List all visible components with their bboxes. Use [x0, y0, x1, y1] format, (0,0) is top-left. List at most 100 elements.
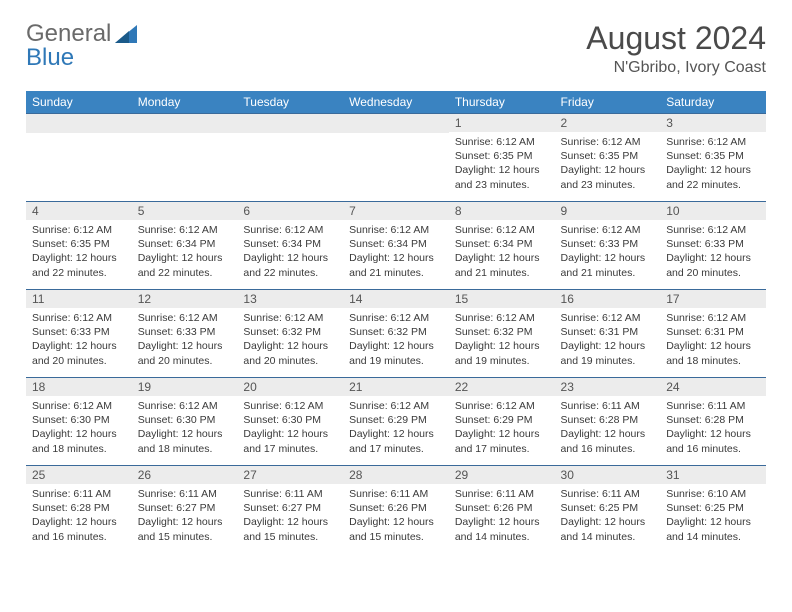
calendar-day-cell: 25Sunrise: 6:11 AMSunset: 6:28 PMDayligh…: [26, 466, 132, 554]
calendar-day-cell: [343, 114, 449, 202]
title-block: August 2024 N'Gbribo, Ivory Coast: [586, 20, 766, 77]
day-number: 5: [132, 202, 238, 220]
calendar-week-row: 1Sunrise: 6:12 AMSunset: 6:35 PMDaylight…: [26, 114, 766, 202]
day-number: 2: [555, 114, 661, 132]
calendar-day-cell: 27Sunrise: 6:11 AMSunset: 6:27 PMDayligh…: [237, 466, 343, 554]
day-number: 27: [237, 466, 343, 484]
calendar-day-cell: 24Sunrise: 6:11 AMSunset: 6:28 PMDayligh…: [660, 378, 766, 466]
calendar-day-cell: 15Sunrise: 6:12 AMSunset: 6:32 PMDayligh…: [449, 290, 555, 378]
day-header: Monday: [132, 91, 238, 114]
day-details: Sunrise: 6:10 AMSunset: 6:25 PMDaylight:…: [660, 484, 766, 547]
day-details: Sunrise: 6:12 AMSunset: 6:34 PMDaylight:…: [449, 220, 555, 283]
day-header: Tuesday: [237, 91, 343, 114]
day-number: 26: [132, 466, 238, 484]
day-details: Sunrise: 6:12 AMSunset: 6:31 PMDaylight:…: [660, 308, 766, 371]
day-details: Sunrise: 6:12 AMSunset: 6:32 PMDaylight:…: [449, 308, 555, 371]
day-number: 21: [343, 378, 449, 396]
calendar-day-cell: 28Sunrise: 6:11 AMSunset: 6:26 PMDayligh…: [343, 466, 449, 554]
calendar-week-row: 25Sunrise: 6:11 AMSunset: 6:28 PMDayligh…: [26, 466, 766, 554]
calendar-day-cell: 12Sunrise: 6:12 AMSunset: 6:33 PMDayligh…: [132, 290, 238, 378]
day-number: 7: [343, 202, 449, 220]
day-number: 18: [26, 378, 132, 396]
empty-day: [343, 114, 449, 133]
day-header: Sunday: [26, 91, 132, 114]
day-details: Sunrise: 6:11 AMSunset: 6:28 PMDaylight:…: [555, 396, 661, 459]
day-details: Sunrise: 6:11 AMSunset: 6:26 PMDaylight:…: [449, 484, 555, 547]
day-number: 16: [555, 290, 661, 308]
day-details: Sunrise: 6:12 AMSunset: 6:29 PMDaylight:…: [343, 396, 449, 459]
day-number: 12: [132, 290, 238, 308]
calendar-day-cell: 9Sunrise: 6:12 AMSunset: 6:33 PMDaylight…: [555, 202, 661, 290]
day-details: Sunrise: 6:12 AMSunset: 6:33 PMDaylight:…: [660, 220, 766, 283]
calendar-day-cell: [237, 114, 343, 202]
day-details: Sunrise: 6:12 AMSunset: 6:30 PMDaylight:…: [26, 396, 132, 459]
day-details: Sunrise: 6:12 AMSunset: 6:34 PMDaylight:…: [132, 220, 238, 283]
empty-day: [132, 114, 238, 133]
calendar-day-cell: 14Sunrise: 6:12 AMSunset: 6:32 PMDayligh…: [343, 290, 449, 378]
day-header-row: SundayMondayTuesdayWednesdayThursdayFrid…: [26, 91, 766, 114]
day-number: 15: [449, 290, 555, 308]
calendar-day-cell: 10Sunrise: 6:12 AMSunset: 6:33 PMDayligh…: [660, 202, 766, 290]
day-details: Sunrise: 6:11 AMSunset: 6:28 PMDaylight:…: [26, 484, 132, 547]
day-number: 13: [237, 290, 343, 308]
day-details: Sunrise: 6:12 AMSunset: 6:29 PMDaylight:…: [449, 396, 555, 459]
day-number: 30: [555, 466, 661, 484]
day-number: 6: [237, 202, 343, 220]
day-details: Sunrise: 6:12 AMSunset: 6:30 PMDaylight:…: [132, 396, 238, 459]
day-details: Sunrise: 6:12 AMSunset: 6:34 PMDaylight:…: [237, 220, 343, 283]
calendar-day-cell: 7Sunrise: 6:12 AMSunset: 6:34 PMDaylight…: [343, 202, 449, 290]
calendar-week-row: 4Sunrise: 6:12 AMSunset: 6:35 PMDaylight…: [26, 202, 766, 290]
calendar-day-cell: 1Sunrise: 6:12 AMSunset: 6:35 PMDaylight…: [449, 114, 555, 202]
calendar-day-cell: 17Sunrise: 6:12 AMSunset: 6:31 PMDayligh…: [660, 290, 766, 378]
calendar-day-cell: 13Sunrise: 6:12 AMSunset: 6:32 PMDayligh…: [237, 290, 343, 378]
calendar-body: 1Sunrise: 6:12 AMSunset: 6:35 PMDaylight…: [26, 114, 766, 554]
day-number: 29: [449, 466, 555, 484]
day-number: 24: [660, 378, 766, 396]
day-header: Wednesday: [343, 91, 449, 114]
day-details: Sunrise: 6:12 AMSunset: 6:32 PMDaylight:…: [343, 308, 449, 371]
day-details: Sunrise: 6:12 AMSunset: 6:35 PMDaylight:…: [26, 220, 132, 283]
day-header: Friday: [555, 91, 661, 114]
calendar-day-cell: 29Sunrise: 6:11 AMSunset: 6:26 PMDayligh…: [449, 466, 555, 554]
calendar-day-cell: 3Sunrise: 6:12 AMSunset: 6:35 PMDaylight…: [660, 114, 766, 202]
day-number: 20: [237, 378, 343, 396]
day-number: 14: [343, 290, 449, 308]
day-details: Sunrise: 6:11 AMSunset: 6:27 PMDaylight:…: [237, 484, 343, 547]
calendar-day-cell: 4Sunrise: 6:12 AMSunset: 6:35 PMDaylight…: [26, 202, 132, 290]
calendar-table: SundayMondayTuesdayWednesdayThursdayFrid…: [26, 91, 766, 554]
logo-blue-row: General Blue: [26, 44, 111, 72]
calendar-day-cell: 6Sunrise: 6:12 AMSunset: 6:34 PMDaylight…: [237, 202, 343, 290]
day-details: Sunrise: 6:12 AMSunset: 6:33 PMDaylight:…: [132, 308, 238, 371]
day-details: Sunrise: 6:12 AMSunset: 6:35 PMDaylight:…: [660, 132, 766, 195]
day-number: 4: [26, 202, 132, 220]
day-details: Sunrise: 6:12 AMSunset: 6:33 PMDaylight:…: [26, 308, 132, 371]
day-number: 11: [26, 290, 132, 308]
day-header: Saturday: [660, 91, 766, 114]
calendar-day-cell: [26, 114, 132, 202]
month-title: August 2024: [586, 20, 766, 57]
calendar-day-cell: 16Sunrise: 6:12 AMSunset: 6:31 PMDayligh…: [555, 290, 661, 378]
day-details: Sunrise: 6:12 AMSunset: 6:33 PMDaylight:…: [555, 220, 661, 283]
empty-day: [26, 114, 132, 133]
calendar-day-cell: 18Sunrise: 6:12 AMSunset: 6:30 PMDayligh…: [26, 378, 132, 466]
day-details: Sunrise: 6:11 AMSunset: 6:28 PMDaylight:…: [660, 396, 766, 459]
calendar-day-cell: 5Sunrise: 6:12 AMSunset: 6:34 PMDaylight…: [132, 202, 238, 290]
day-details: Sunrise: 6:12 AMSunset: 6:35 PMDaylight:…: [555, 132, 661, 195]
day-number: 22: [449, 378, 555, 396]
logo-text-blue: Blue: [26, 44, 74, 72]
day-details: Sunrise: 6:11 AMSunset: 6:27 PMDaylight:…: [132, 484, 238, 547]
day-details: Sunrise: 6:12 AMSunset: 6:31 PMDaylight:…: [555, 308, 661, 371]
day-details: Sunrise: 6:12 AMSunset: 6:30 PMDaylight:…: [237, 396, 343, 459]
day-number: 8: [449, 202, 555, 220]
day-number: 31: [660, 466, 766, 484]
day-number: 23: [555, 378, 661, 396]
calendar-day-cell: 8Sunrise: 6:12 AMSunset: 6:34 PMDaylight…: [449, 202, 555, 290]
day-number: 17: [660, 290, 766, 308]
calendar-week-row: 11Sunrise: 6:12 AMSunset: 6:33 PMDayligh…: [26, 290, 766, 378]
header: General August 2024 N'Gbribo, Ivory Coas…: [26, 20, 766, 77]
day-details: Sunrise: 6:11 AMSunset: 6:26 PMDaylight:…: [343, 484, 449, 547]
calendar-day-cell: 31Sunrise: 6:10 AMSunset: 6:25 PMDayligh…: [660, 466, 766, 554]
day-number: 28: [343, 466, 449, 484]
day-details: Sunrise: 6:11 AMSunset: 6:25 PMDaylight:…: [555, 484, 661, 547]
day-number: 25: [26, 466, 132, 484]
